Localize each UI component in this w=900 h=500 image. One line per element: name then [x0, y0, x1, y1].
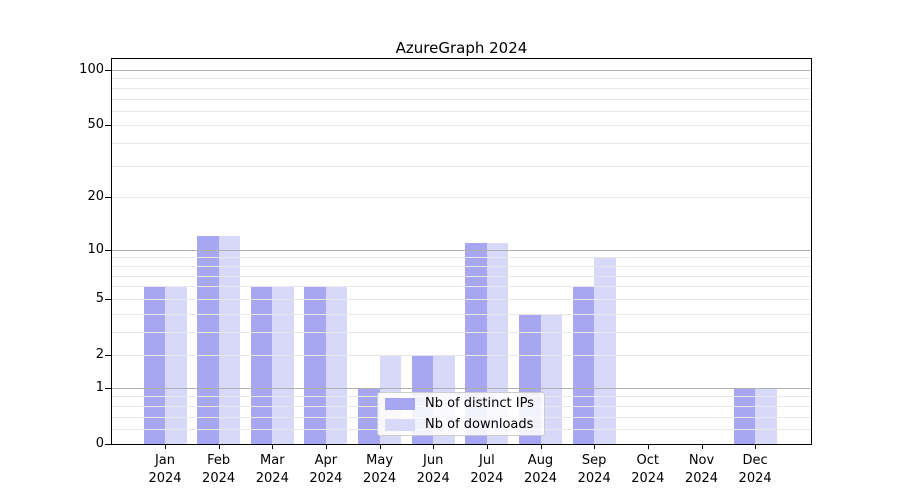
x-tick-label: Sep 2024	[577, 453, 611, 486]
y-tick-label: 50	[87, 117, 104, 133]
gridline-minor	[112, 275, 811, 277]
y-tick-mark	[105, 298, 112, 300]
x-tick-label: Mar 2024	[255, 453, 289, 486]
x-tick-label: Jul 2024	[470, 453, 504, 486]
legend-swatch-distinct-ips	[385, 397, 415, 410]
gridline-minor	[112, 125, 811, 127]
gridline-minor	[112, 298, 811, 300]
gridline-minor	[112, 110, 811, 112]
chart-title: AzureGraph 2024	[395, 39, 528, 57]
x-tick-mark	[540, 444, 542, 449]
x-tick-label: Nov 2024	[684, 453, 719, 486]
legend-item-distinct-ips: Nb of distinct IPs	[385, 396, 540, 411]
gridline-minor	[112, 165, 811, 167]
legend-item-downloads: Nb of downloads	[385, 417, 540, 432]
x-tick-label: May 2024	[363, 453, 397, 486]
legend: Nb of distinct IPs Nb of downloads	[377, 392, 545, 436]
x-tick-mark	[433, 444, 435, 449]
y-tick-label: 0	[95, 436, 104, 451]
gridline-minor	[112, 286, 811, 288]
bar	[325, 286, 348, 444]
x-tick-label: Oct 2024	[631, 453, 665, 486]
x-tick-mark	[218, 444, 220, 449]
bar	[572, 286, 595, 444]
bar	[197, 236, 219, 444]
plot-area: Nb of distinct IPs Nb of downloads	[111, 58, 812, 445]
y-tick-mark	[105, 69, 112, 71]
legend-label-distinct-ips: Nb of distinct IPs	[425, 396, 534, 411]
bar	[272, 286, 294, 444]
x-tick-mark	[379, 444, 381, 449]
x-tick-mark	[701, 444, 703, 449]
bar	[143, 286, 165, 444]
y-tick-mark	[105, 197, 112, 199]
y-tick-mark	[105, 355, 112, 356]
x-tick-mark	[594, 444, 596, 449]
y-tick-label: 10	[87, 241, 104, 257]
y-tick-mark	[105, 444, 112, 445]
x-tick-label: Apr 2024	[309, 453, 343, 486]
x-tick-mark	[755, 444, 757, 449]
y-tick-mark	[105, 387, 112, 389]
x-tick-label: Dec 2024	[738, 453, 772, 486]
gridline-minor	[112, 197, 811, 199]
legend-label-downloads: Nb of downloads	[425, 417, 534, 432]
legend-swatch-downloads	[385, 418, 415, 431]
gridline-minor	[112, 265, 811, 267]
y-tick-mark	[105, 125, 112, 127]
y-tick-label: 100	[79, 61, 104, 77]
x-tick-mark	[165, 444, 166, 449]
gridline-minor	[112, 331, 811, 333]
gridline-minor	[112, 313, 811, 315]
gridline-minor	[112, 87, 811, 89]
x-tick-label: Feb 2024	[202, 453, 236, 486]
gridline-major	[112, 387, 811, 389]
gridline-major	[112, 69, 811, 71]
bar	[218, 236, 241, 444]
x-tick-label: Jun 2024	[416, 453, 450, 486]
x-tick-mark	[325, 444, 327, 449]
gridline-minor	[112, 143, 811, 144]
x-tick-mark	[486, 444, 488, 449]
x-tick-label: Jan 2024	[148, 453, 182, 486]
gridline-minor	[112, 98, 811, 100]
x-tick-mark	[647, 444, 649, 449]
bar	[304, 286, 326, 444]
gridline-minor	[112, 257, 811, 259]
y-tick-label: 1	[95, 379, 104, 395]
x-tick-mark	[272, 444, 274, 449]
bar	[540, 313, 562, 444]
y-tick-label: 20	[87, 189, 104, 205]
y-tick-mark	[105, 249, 112, 251]
gridline-minor	[112, 355, 811, 356]
y-tick-label: 5	[95, 290, 104, 306]
y-tick-label: 2	[95, 347, 104, 362]
bar	[165, 286, 187, 444]
bar	[250, 286, 273, 444]
gridline-major	[112, 249, 811, 251]
x-tick-label: Aug 2024	[523, 453, 558, 486]
gridline-minor	[112, 78, 811, 80]
